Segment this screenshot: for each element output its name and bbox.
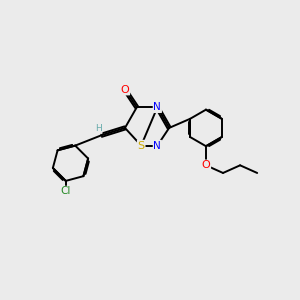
Text: S: S	[138, 141, 145, 151]
Text: O: O	[121, 85, 129, 94]
Text: N: N	[154, 141, 161, 151]
Text: O: O	[202, 160, 210, 170]
Text: N: N	[154, 102, 161, 112]
Text: Cl: Cl	[61, 187, 71, 196]
Text: H: H	[95, 124, 102, 133]
